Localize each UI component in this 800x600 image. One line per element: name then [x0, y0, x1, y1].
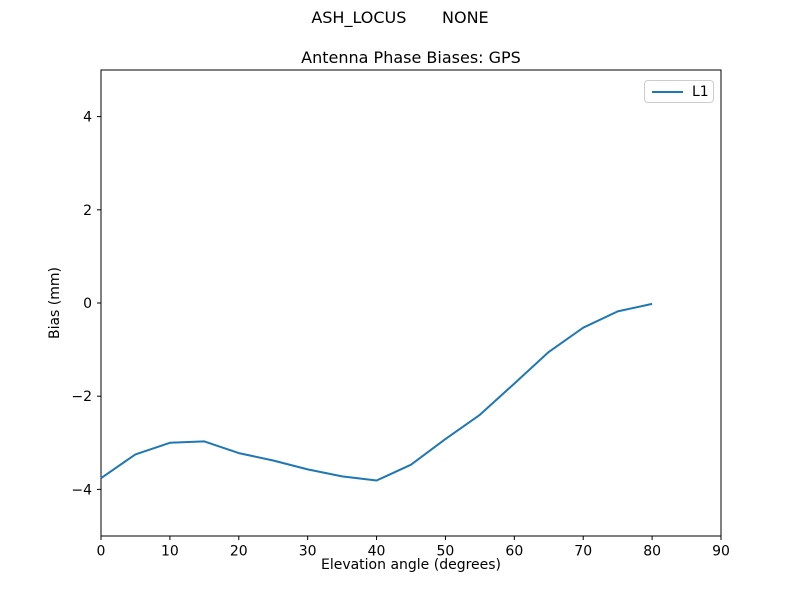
x-axis-label: Elevation angle (degrees)	[320, 557, 502, 573]
y-tick-label: 2	[83, 203, 92, 219]
x-tick-label: 20	[230, 544, 248, 560]
x-tick-label: 10	[161, 544, 179, 560]
x-tick-label: 50	[437, 544, 455, 560]
x-tick-label: 80	[643, 544, 661, 560]
line-series-l1	[100, 302, 653, 482]
y-tick-label: 0	[83, 296, 92, 312]
plot-border	[100, 69, 722, 537]
y-tick-label: −4	[71, 482, 92, 498]
x-tick-label: 60	[505, 544, 523, 560]
x-tick-label: 0	[97, 544, 106, 560]
chart-title: Antenna Phase Biases: GPS	[301, 48, 521, 67]
legend-line-swatch	[652, 90, 683, 93]
legend-label: L1	[692, 83, 709, 100]
x-tick-label: 70	[574, 544, 592, 560]
x-axis-ticks: 0 10 20 30 40 50 60 70 80 90	[97, 536, 730, 560]
legend: L1	[644, 80, 714, 103]
x-tick-label: 40	[368, 544, 386, 560]
y-axis-label: Bias (mm)	[47, 266, 63, 340]
y-tick-label: 4	[83, 110, 92, 126]
figure-suptitle: ASH_LOCUS NONE	[311, 8, 489, 27]
y-tick-label: −2	[71, 389, 92, 405]
y-axis-ticks: 4 2 0 −2 −4	[71, 110, 101, 498]
x-tick-label: 30	[299, 544, 317, 560]
x-tick-label: 90	[712, 544, 730, 560]
